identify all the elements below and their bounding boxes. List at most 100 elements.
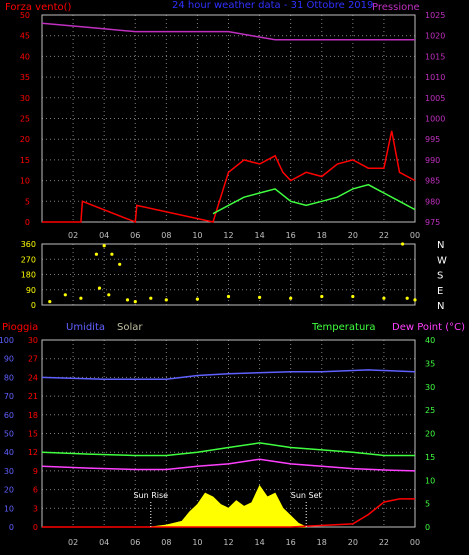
pressure-y-tick: 990 [425, 156, 440, 165]
wind-y-tick: 0 [25, 218, 30, 227]
direction-y-tick: 0 [31, 301, 36, 310]
wind-y-tick: 45 [20, 32, 30, 41]
sun-rise-label: Sun Rise [133, 491, 168, 500]
temperature-line [41, 442, 415, 457]
bottom-x-tick: 14 [254, 538, 264, 547]
rain-line [42, 498, 415, 528]
wind-y-tick: 35 [20, 73, 30, 82]
wind-y-tick: 15 [20, 156, 30, 165]
direction-point [258, 295, 262, 299]
temp-y-tick: 40 [425, 336, 435, 345]
direction-point [195, 297, 199, 301]
wind-y-tick: 5 [25, 197, 30, 206]
rain-y-tick: 24 [28, 373, 38, 382]
wind-y-tick: 30 [20, 94, 30, 103]
rain-y-tick: 21 [28, 392, 38, 401]
top-x-tick: 10 [192, 231, 202, 240]
bottom-x-tick: 22 [379, 538, 389, 547]
top-x-tick: 20 [348, 231, 358, 240]
direction-y-tick: 90 [26, 286, 36, 295]
rain-y-tick: 15 [28, 430, 38, 439]
humidity-line [41, 369, 416, 381]
direction-point [133, 300, 137, 304]
dew-point-line [41, 458, 416, 472]
bottom-x-tick: 02 [68, 538, 78, 547]
humidity-y-tick: 20 [4, 486, 14, 495]
direction-y-tick: 180 [21, 271, 36, 280]
pressure-y-tick: 1020 [425, 32, 445, 41]
direction-point [413, 298, 417, 302]
top-x-tick: 16 [286, 231, 296, 240]
direction-point [97, 286, 102, 290]
compass-label: S [437, 271, 443, 282]
humidity-y-tick: 30 [4, 467, 14, 476]
pressure-y-tick: 1015 [425, 52, 445, 61]
top-x-tick: 08 [161, 231, 171, 240]
pressure-y-tick: 1010 [425, 73, 445, 82]
wind-y-tick: 10 [20, 177, 30, 186]
temperature-label: Temperatura [311, 322, 376, 333]
bottom-x-tick: 18 [317, 538, 327, 547]
sun-set-label: Sun Set [291, 491, 322, 500]
humidity-y-tick: 10 [4, 504, 14, 513]
compass-label: N [437, 301, 444, 312]
rain-y-tick: 9 [33, 467, 38, 476]
direction-point [94, 252, 98, 256]
direction-point [107, 293, 111, 297]
bottom-x-tick: 20 [348, 538, 358, 547]
solar-label: Solar [117, 322, 143, 333]
bottom-x-tick: 04 [99, 538, 109, 547]
chart-marks: 0510152025303540455097598098599099510001… [0, 11, 447, 547]
humidity-y-tick: 70 [4, 392, 14, 401]
bottom-x-tick: 16 [286, 538, 296, 547]
solar-area [150, 484, 307, 528]
direction-point [48, 300, 52, 304]
direction-y-tick: 360 [21, 240, 36, 249]
top-x-tick: 02 [68, 231, 78, 240]
direction-point [102, 244, 106, 248]
direction-point [351, 294, 355, 299]
humidity-y-tick: 60 [4, 411, 14, 420]
pressure-line [41, 22, 415, 41]
top-x-tick: 12 [223, 231, 233, 240]
direction-point [79, 296, 83, 300]
top-x-tick: 22 [379, 231, 389, 240]
wind-axis-label: Forza vento() [5, 2, 72, 13]
humidity-y-tick: 80 [4, 373, 14, 382]
humidity-y-tick: 100 [0, 336, 14, 345]
bottom-x-tick: 00 [410, 538, 420, 547]
rain-y-tick: 3 [33, 504, 38, 513]
rain-y-tick: 6 [33, 486, 38, 495]
top-x-tick: 00 [410, 231, 420, 240]
bottom-x-tick: 10 [192, 538, 202, 547]
pressure-y-tick: 1000 [425, 115, 445, 124]
direction-point [382, 296, 386, 300]
rain-y-tick: 27 [28, 355, 38, 364]
top-panel-frame [41, 14, 416, 223]
pressure-axis-label: Pressione [372, 2, 420, 13]
humidity-y-tick: 50 [4, 430, 14, 439]
rain-y-tick: 30 [28, 336, 38, 345]
top-x-tick: 04 [99, 231, 109, 240]
direction-point [405, 296, 409, 300]
top-x-tick: 06 [130, 231, 140, 240]
bottom-x-tick: 08 [161, 538, 171, 547]
direction-point [164, 298, 168, 302]
compass-label: N [437, 240, 444, 251]
direction-point [320, 294, 324, 299]
humidity-y-tick: 90 [4, 355, 14, 364]
direction-point [289, 296, 293, 300]
direction-point [401, 242, 405, 246]
temp-y-tick: 20 [425, 430, 435, 439]
direction-point [118, 262, 122, 266]
wind-y-tick: 25 [20, 115, 30, 124]
chart-title: 24 hour weather data - 31 Ottobre 2019 [172, 0, 373, 11]
temp-y-tick: 0 [425, 523, 430, 532]
pressure-y-tick: 975 [425, 218, 440, 227]
temp-y-tick: 25 [425, 406, 435, 415]
direction-point [149, 296, 153, 300]
rain-y-tick: 18 [28, 411, 38, 420]
pressure-y-tick: 985 [425, 177, 440, 186]
